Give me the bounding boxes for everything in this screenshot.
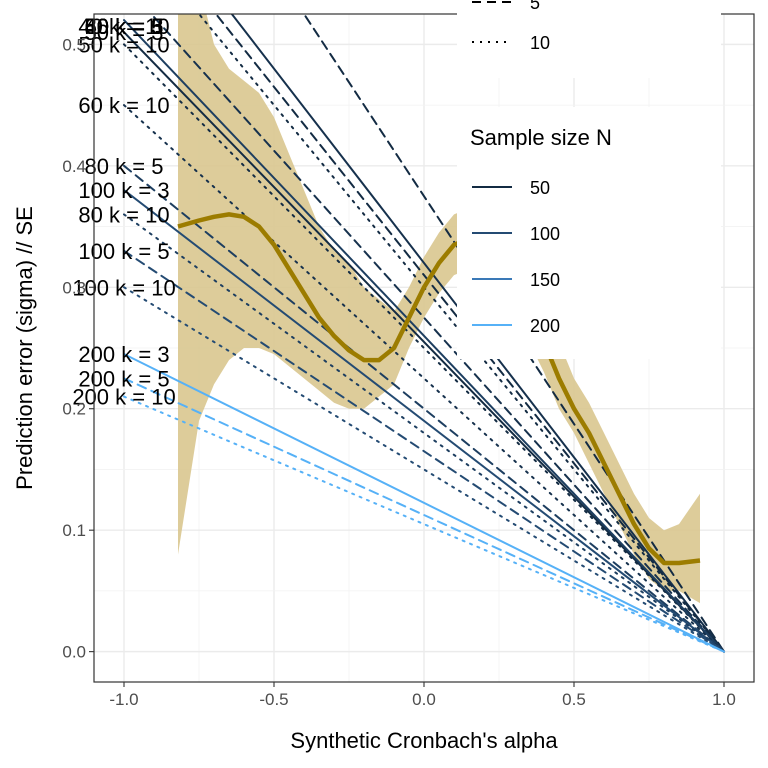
series-line-n200-k5: [123, 377, 725, 653]
x-axis-title: Synthetic Cronbach's alpha: [290, 728, 558, 753]
line-label: 60 k = 10: [78, 93, 169, 118]
line-label: 60 k = 5: [85, 14, 164, 39]
data-layer: [123, 14, 725, 653]
y-tick-label: 0.2: [62, 400, 86, 419]
series-line-n100-k5: [123, 249, 725, 653]
y-tick-label: 0.0: [62, 643, 86, 662]
legend-linetype-label: 5: [530, 0, 540, 13]
series-line-n100-k10: [123, 286, 725, 653]
y-tick-label: 0.4: [62, 157, 86, 176]
line-label: 200 k = 10: [72, 385, 175, 410]
line-label: 80 k = 10: [78, 202, 169, 227]
series-line-n60-k10: [123, 104, 725, 653]
legend-linetype-box: [457, 0, 721, 78]
legends: 5 10 Sample size N 50 100 150 200: [457, 0, 721, 359]
line-label: 100 k = 5: [78, 239, 169, 264]
series-line-n80-k10: [123, 213, 725, 653]
series-line-n50-k10: [123, 43, 725, 653]
series-line-n100-k3: [123, 189, 725, 653]
x-tick-label: 0.5: [562, 690, 586, 709]
x-tick-label: 1.0: [712, 690, 736, 709]
series-line-n60-k5: [149, 14, 725, 653]
line-label: 50 k = 5: [85, 14, 164, 39]
line-label: 50 k = 3: [85, 20, 164, 45]
line-label: 100 k = 10: [72, 275, 175, 300]
series-line-n80-k3: [123, 19, 725, 653]
y-tick-label: 0.3: [62, 278, 86, 297]
legend-sample-size-label: 150: [530, 270, 560, 290]
legend-sample-size-label: 200: [530, 316, 560, 336]
series-line-n60-k3: [230, 14, 725, 653]
y-axis-title: Prediction error (sigma) // SE: [12, 206, 37, 490]
series-line-n50-k3: [123, 31, 725, 653]
y-tick-label: 0.1: [62, 521, 86, 540]
series-line-n200-k3: [123, 353, 725, 653]
line-label: 80 k = 3: [85, 14, 164, 39]
legend-sample-size-label: 50: [530, 178, 550, 198]
line-label: 100 k = 3: [78, 178, 169, 203]
legend-sample-size-label: 100: [530, 224, 560, 244]
series-line-n200-k10: [123, 395, 725, 653]
line-label: 200 k = 3: [78, 342, 169, 367]
axes: -1.0 -0.5 0.0 0.5 1.00.00.10.20.30.40.5Synth…: [12, 35, 736, 753]
x-tick-label: -0.5: [259, 690, 288, 709]
line-label: 80 k = 5: [85, 154, 164, 179]
x-tick-label: 0.0: [412, 690, 436, 709]
legend-sample-size-title: Sample size N: [470, 125, 612, 150]
line-label: 40 k = 5: [85, 14, 164, 39]
x-tick-label: -1.0: [109, 690, 138, 709]
series-line-n80-k5: [123, 164, 725, 653]
y-tick-label: 0.5: [62, 35, 86, 54]
series-line-n50-k5: [214, 14, 725, 653]
smooth-line: [177, 212, 701, 566]
line-label: 60 k = 3: [85, 14, 164, 39]
legend-linetype-label: 10: [530, 33, 550, 53]
